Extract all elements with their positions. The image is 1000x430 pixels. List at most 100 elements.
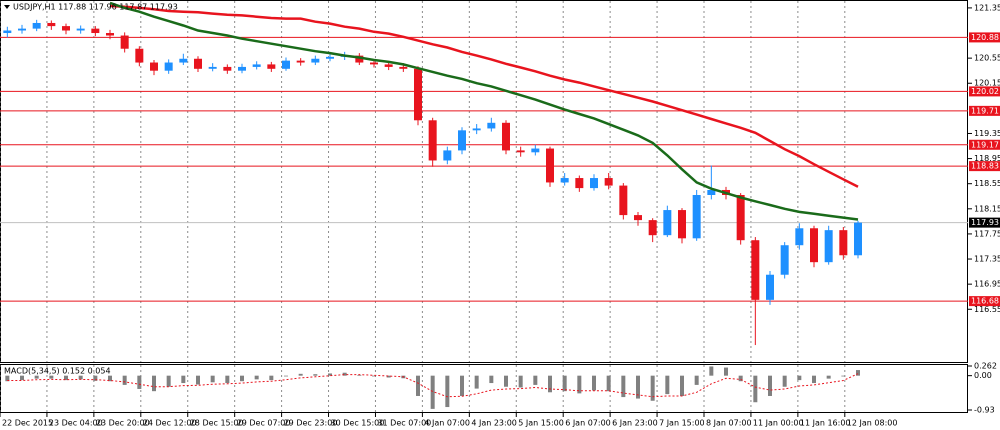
candle-body xyxy=(164,62,173,71)
candle-body xyxy=(414,68,422,121)
macd-bar xyxy=(577,375,582,394)
macd-bar xyxy=(753,375,758,403)
y-tick-label: 117.35 xyxy=(974,255,1000,264)
x-tick-label: 7 Jan 15:00 xyxy=(659,419,705,428)
candle-body xyxy=(18,28,26,31)
y-tick-label: 118.15 xyxy=(974,204,1000,213)
macd-bar xyxy=(210,375,215,383)
x-tick-label: 11 Jan 16:00 xyxy=(800,419,851,428)
x-tick-label: 5 Jan 15:00 xyxy=(518,419,564,428)
macd-bar xyxy=(709,366,714,376)
x-tick-label: 12 Jan 08:00 xyxy=(847,419,898,428)
level-label-box xyxy=(969,105,1000,116)
macd-bar xyxy=(724,367,728,376)
x-tick-label: 23 Dec 04:00 xyxy=(49,419,103,428)
y-tick-label: 120.15 xyxy=(974,79,1000,88)
x-tick-label: 6 Jan 23:00 xyxy=(612,419,658,428)
macd-signal xyxy=(7,373,859,398)
x-tick-label: 23 Dec 20:00 xyxy=(96,419,150,428)
macd-bar xyxy=(533,375,538,385)
chart-title: USDJPY,H1 117.88 117.96 117.87 117.93 xyxy=(13,3,178,12)
candle-body xyxy=(678,210,686,239)
candle-body xyxy=(326,56,334,59)
current-price-box xyxy=(969,217,1000,228)
level-label: 116.68 xyxy=(971,297,999,306)
macd-bar xyxy=(636,375,640,399)
macd-bar xyxy=(298,373,303,376)
macd-bar xyxy=(34,375,39,379)
x-tick-label: 29 Dec 23:00 xyxy=(284,419,338,428)
macd-bar xyxy=(313,374,318,376)
level-label: 118.83 xyxy=(971,162,999,171)
macd-bar xyxy=(665,375,670,395)
candle-body xyxy=(839,230,848,256)
macd-bar xyxy=(78,375,83,380)
candle-body xyxy=(179,58,188,63)
macd-bar xyxy=(812,375,816,384)
candle-body xyxy=(546,148,554,183)
candle-body xyxy=(106,33,114,36)
candle-body xyxy=(487,122,496,129)
x-tick-label: 30 Dec 15:00 xyxy=(331,419,385,428)
macd-bar xyxy=(166,375,171,387)
candle-body xyxy=(751,240,760,300)
candle-body xyxy=(575,178,584,189)
candle-body xyxy=(854,222,862,256)
y-tick-label: 116.95 xyxy=(974,280,1000,289)
main-frame xyxy=(0,0,968,363)
candle-body xyxy=(62,26,70,31)
macd-bar xyxy=(328,373,332,376)
macd-bar xyxy=(269,375,274,381)
candle-body xyxy=(648,220,657,236)
candle-body xyxy=(458,130,466,151)
macd-bar xyxy=(445,375,450,408)
candle-body xyxy=(384,64,393,67)
macd-bar xyxy=(650,375,655,401)
candle-body xyxy=(795,228,804,246)
x-tick-label: 4 Jan 23:00 xyxy=(471,419,517,428)
level-label-box xyxy=(969,161,1000,172)
macd-bar xyxy=(225,375,230,384)
macd-bar xyxy=(284,375,288,377)
candle-body xyxy=(3,30,12,34)
y-tick-label: 116.55 xyxy=(974,305,1000,314)
macd-bar xyxy=(460,375,464,396)
level-label-box xyxy=(969,32,1000,43)
macd-bar xyxy=(782,375,787,387)
candle-body xyxy=(604,178,613,186)
macd-bar xyxy=(680,375,684,396)
candle-body xyxy=(32,22,41,29)
y-tick-label: 118.55 xyxy=(974,179,1000,188)
y-tick-label: 0.262 xyxy=(974,362,997,371)
macd-bar xyxy=(738,375,743,382)
candle-body xyxy=(634,215,642,221)
macd-bar xyxy=(240,375,244,382)
macd-bar xyxy=(694,375,699,385)
candle-body xyxy=(311,58,320,63)
x-tick-label: 4 Jan 07:00 xyxy=(424,419,470,428)
macd-bar xyxy=(768,375,772,396)
x-tick-label: 29 Dec 07:00 xyxy=(237,419,291,428)
y-tick-label: 120.55 xyxy=(974,54,1000,63)
macd-bar xyxy=(254,375,259,380)
candle-body xyxy=(766,274,774,300)
macd-bar xyxy=(64,375,68,381)
candle-body xyxy=(208,66,217,69)
macd-bar xyxy=(416,375,420,396)
macd-bar xyxy=(386,375,391,378)
candle-body xyxy=(282,60,290,69)
macd-bar xyxy=(196,375,200,385)
candle-body xyxy=(560,178,569,183)
candle-body xyxy=(355,55,364,63)
candle-body xyxy=(619,185,628,216)
candle-body xyxy=(150,62,158,71)
candle-body xyxy=(590,178,598,189)
candle-body xyxy=(135,48,144,63)
candle-body xyxy=(223,66,232,71)
candle-body xyxy=(502,122,510,151)
macd-frame xyxy=(0,364,968,413)
macd-bar xyxy=(93,375,98,381)
macd-bar xyxy=(122,375,127,385)
menu-triangle xyxy=(4,5,10,9)
